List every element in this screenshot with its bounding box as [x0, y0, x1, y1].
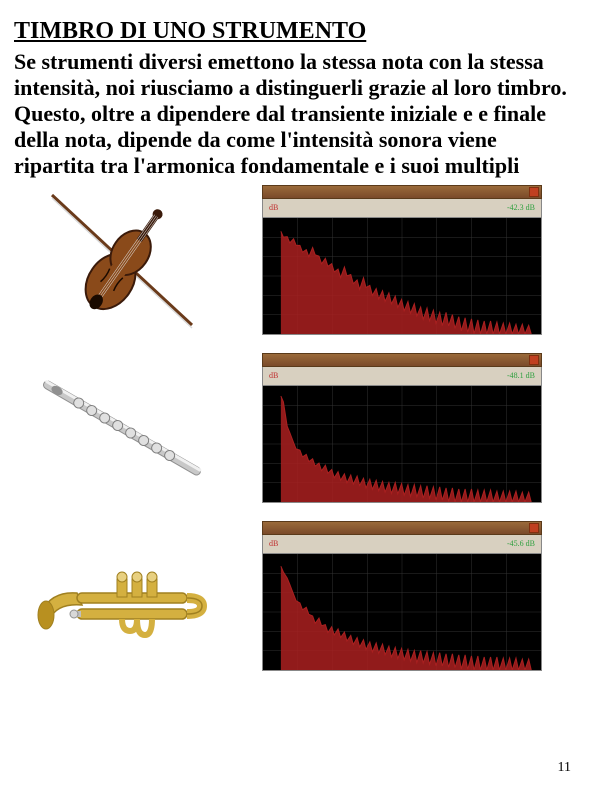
spectrum-titlebar [262, 521, 542, 535]
close-icon [529, 355, 539, 365]
spectrum-titlebar [262, 353, 542, 367]
close-icon [529, 523, 539, 533]
document-page: TIMBRO DI UNO STRUMENTO Se strumenti div… [0, 0, 595, 671]
spectrum-trumpet: dB -45.6 dB [262, 521, 542, 671]
spectrum-plot [262, 217, 542, 335]
spectrum-label-left: dB [269, 539, 278, 548]
row-trumpet: dB -45.6 dB [22, 521, 573, 671]
instrument-spectrum-grid: dB -42.3 dB [14, 185, 581, 671]
spectrum-label-right: -45.6 dB [507, 539, 535, 548]
spectrum-header: dB -42.3 dB [262, 199, 542, 217]
spectrum-header: dB -48.1 dB [262, 367, 542, 385]
spectrum-violin: dB -42.3 dB [262, 185, 542, 335]
close-icon [529, 187, 539, 197]
spectrum-flute: dB -48.1 dB [262, 353, 542, 503]
spectrum-label-left: dB [269, 203, 278, 212]
violin-image [22, 185, 222, 335]
spectrum-titlebar [262, 185, 542, 199]
row-flute: dB -48.1 dB [22, 353, 573, 503]
page-number: 11 [558, 760, 571, 776]
spectrum-label-right: -48.1 dB [507, 371, 535, 380]
spectrum-label-right: -42.3 dB [507, 203, 535, 212]
body-paragraph: Se strumenti diversi emettono la stessa … [14, 49, 581, 179]
spectrum-header: dB -45.6 dB [262, 535, 542, 553]
page-title: TIMBRO DI UNO STRUMENTO [14, 18, 581, 45]
spectrum-plot [262, 385, 542, 503]
flute-image [22, 353, 222, 503]
trumpet-image [22, 521, 222, 671]
spectrum-plot [262, 553, 542, 671]
row-violin: dB -42.3 dB [22, 185, 573, 335]
spectrum-label-left: dB [269, 371, 278, 380]
